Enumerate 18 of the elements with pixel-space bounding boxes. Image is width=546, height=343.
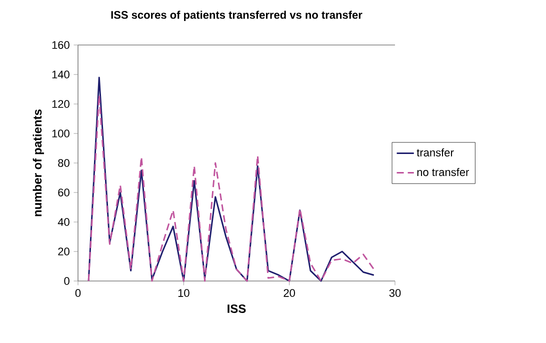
y-tick-label: 60 — [58, 188, 70, 196]
y-tick-label: 40 — [58, 218, 70, 226]
x-tick-label: 30 — [389, 289, 401, 297]
y-tick-label: 100 — [52, 130, 70, 138]
y-tick-label: 0 — [64, 277, 70, 285]
y-tick-label: 140 — [52, 70, 70, 78]
y-tick-label: 80 — [58, 159, 70, 167]
x-axis-title: ISS — [228, 304, 246, 313]
chart-title: ISS scores of patients transferred vs no transfer — [111, 10, 362, 21]
legend-label: no transfer — [417, 168, 469, 176]
y-tick-label: 120 — [52, 100, 70, 108]
x-tick-label: 0 — [75, 289, 81, 297]
y-tick-label: 160 — [52, 41, 70, 49]
y-axis-title: number of patients — [32, 109, 44, 216]
y-tick-label: 20 — [58, 248, 70, 256]
x-tick-label: 20 — [284, 289, 296, 297]
x-tick-label: 10 — [178, 289, 190, 297]
legend-label: transfer — [416, 148, 454, 156]
